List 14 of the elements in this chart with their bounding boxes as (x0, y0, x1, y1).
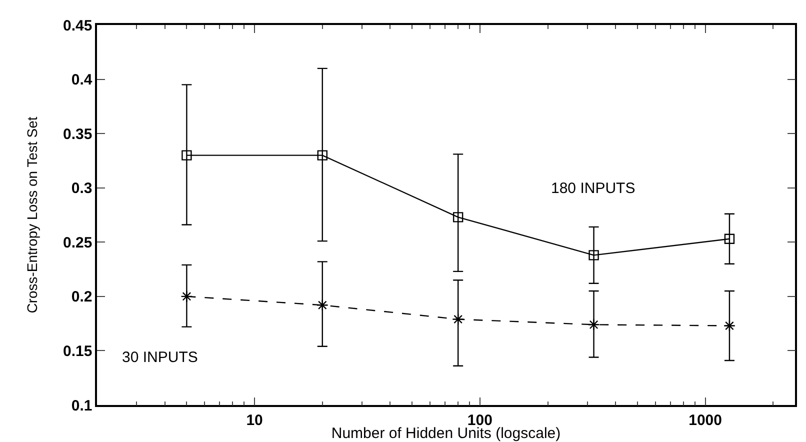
x-tick-label: 10 (246, 412, 263, 429)
y-tick-label: 0.35 (63, 126, 92, 143)
y-tick-label: 0.1 (71, 397, 92, 414)
annotation: 180 INPUTS (551, 180, 636, 197)
x-axis-title: Number of Hidden Units (logscale) (331, 425, 561, 442)
y-tick-label: 0.3 (71, 180, 92, 198)
x-tick-label: 1000 (688, 412, 722, 429)
y-tick-label: 0.2 (71, 288, 92, 306)
y-tick-label: 0.25 (63, 234, 92, 252)
y-tick-label: 0.15 (63, 342, 92, 360)
y-axis-title: Cross-Entropy Loss on Test Set (24, 116, 40, 314)
y-tick-label: 0.45 (63, 17, 92, 34)
y-tick-label: 0.4 (71, 72, 93, 89)
annotation: 30 INPUTS (122, 349, 198, 366)
